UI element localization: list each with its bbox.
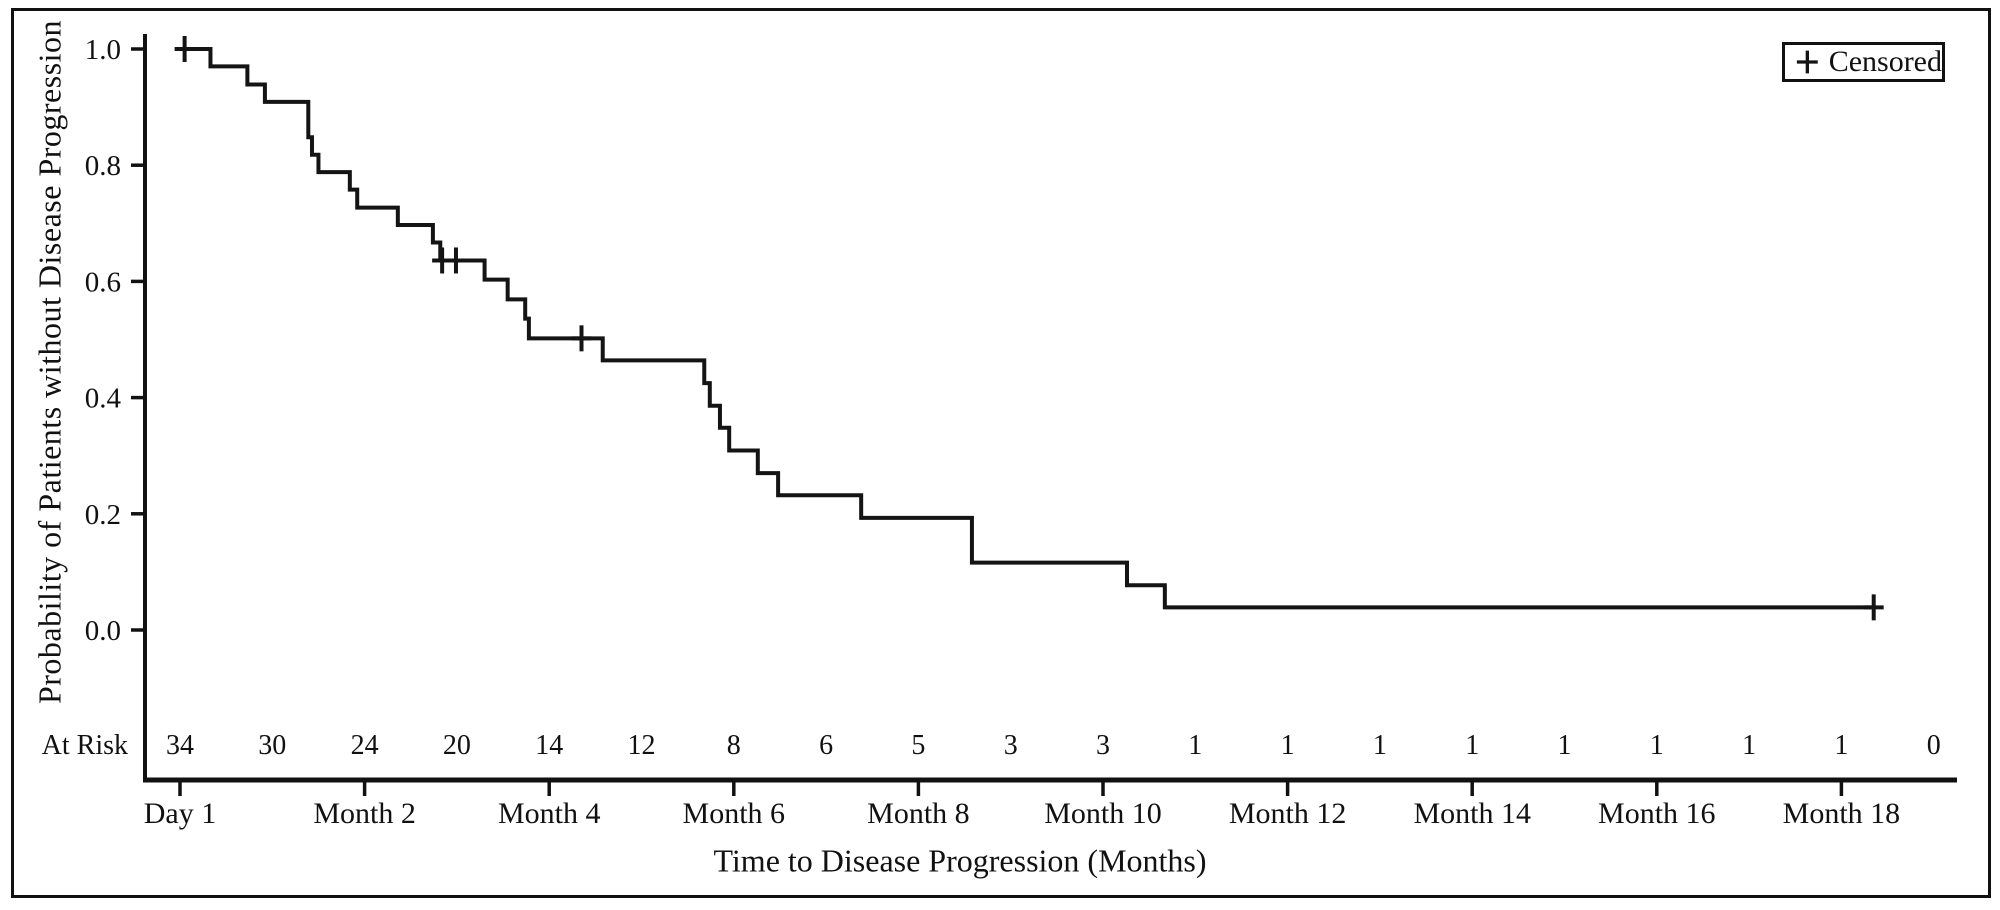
y-tick-label: 0.8 [85,150,121,182]
at-risk-count: 3 [1004,730,1018,761]
x-axis-title: Time to Disease Progression (Months) [713,842,1207,879]
at-risk-count: 30 [258,730,286,761]
at-risk-label: At Risk [41,730,128,761]
at-risk-count: 1 [1558,730,1572,761]
chart-frame [11,8,1991,898]
at-risk-count: 24 [351,730,379,761]
at-risk-count: 1 [1373,730,1387,761]
x-tick-label: Month 6 [683,797,786,830]
legend-censored: Censored [1782,42,1945,82]
at-risk-count: 1 [1281,730,1295,761]
y-tick-label: 0.2 [85,499,121,531]
at-risk-count: 34 [166,730,194,761]
at-risk-count: 1 [1188,730,1202,761]
y-tick-label: 1.0 [85,34,121,66]
x-tick-label: Month 12 [1229,797,1347,830]
at-risk-count: 0 [1927,730,1941,761]
at-risk-count: 1 [1465,730,1479,761]
censor-plus-icon [1796,50,1818,74]
x-tick-label: Month 10 [1044,797,1162,830]
x-tick-label: Month 2 [313,797,416,830]
at-risk-count: 14 [535,730,563,761]
x-tick-label: Month 14 [1413,797,1531,830]
at-risk-count: 1 [1650,730,1664,761]
at-risk-count: 1 [1834,730,1848,761]
x-tick-label: Month 18 [1783,797,1901,830]
at-risk-count: 1 [1742,730,1756,761]
legend-label: Censored [1828,45,1942,78]
at-risk-count: 5 [911,730,925,761]
y-tick-label: 0.0 [85,615,121,647]
y-tick-label: 0.4 [85,383,122,415]
x-tick-label: Month 8 [867,797,970,830]
x-tick-label: Month 16 [1598,797,1716,830]
x-tick-label: Month 4 [498,797,601,830]
x-tick-label: Day 1 [144,797,216,830]
km-curve [180,47,1874,610]
at-risk-count: 20 [443,730,471,761]
y-tick-label: 0.6 [85,266,121,298]
at-risk-count: 6 [819,730,833,761]
at-risk-count: 3 [1096,730,1110,761]
at-risk-count: 12 [628,730,656,761]
y-axis-title: Probability of Patients without Disease … [31,19,68,705]
at-risk-count: 8 [727,730,741,761]
